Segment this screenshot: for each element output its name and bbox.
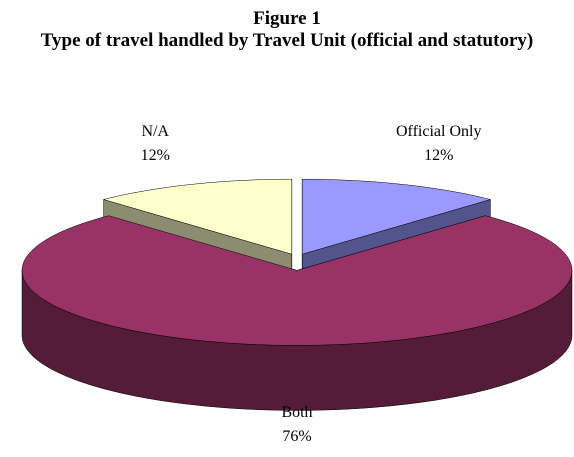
slice-value-label: 76% bbox=[282, 428, 311, 445]
chart-title: Figure 1 bbox=[253, 8, 321, 29]
chart-subtitle: Type of travel handled by Travel Unit (o… bbox=[40, 30, 534, 51]
slice-value-label: 12% bbox=[141, 147, 170, 164]
slice-label: Official Only bbox=[396, 123, 481, 140]
slice bbox=[301, 178, 492, 255]
slice-label: N/A bbox=[141, 123, 169, 140]
slice bbox=[102, 178, 293, 255]
slice-value-label: 12% bbox=[424, 147, 453, 164]
pie-tops bbox=[21, 178, 573, 346]
titles: Figure 1 Type of travel handled by Trave… bbox=[0, 8, 574, 52]
slice bbox=[21, 215, 573, 346]
slice-label: Both bbox=[281, 404, 312, 421]
